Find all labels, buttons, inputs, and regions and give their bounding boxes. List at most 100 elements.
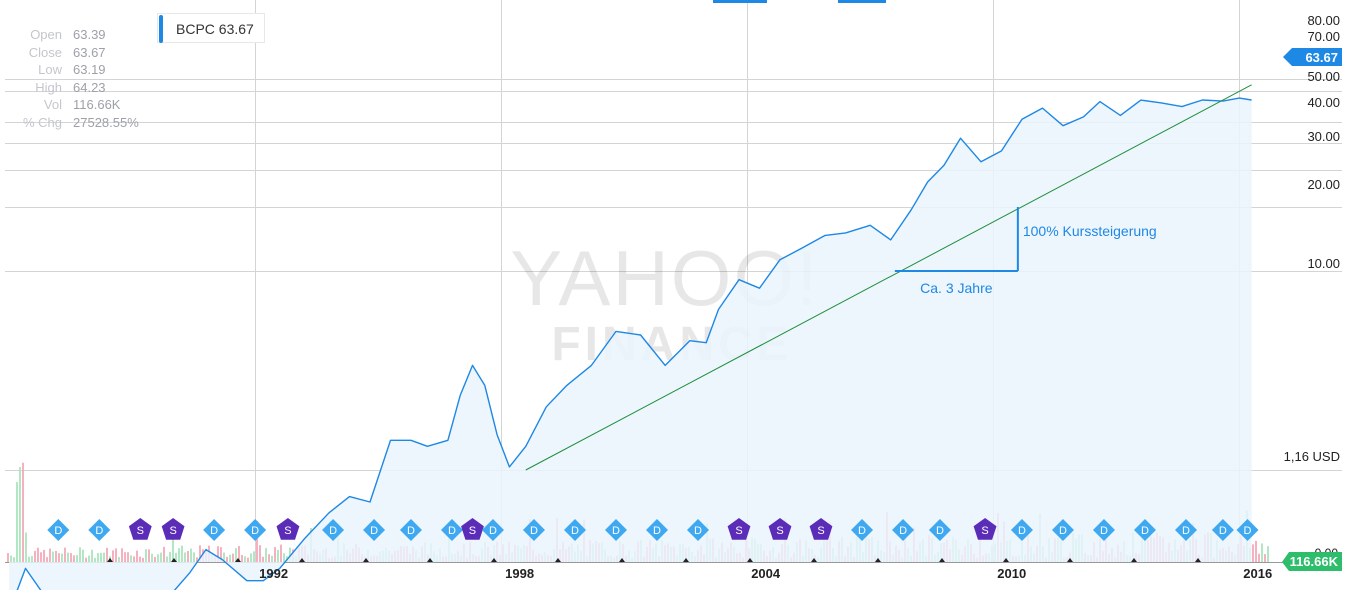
volume-bar [172, 527, 174, 562]
volume-bar [61, 553, 63, 562]
volume-bar [19, 467, 21, 562]
split-marker[interactable]: S [809, 518, 833, 540]
volume-bar [274, 547, 276, 562]
event-marker-letter: D [936, 525, 944, 537]
dividend-marker[interactable]: D [363, 519, 386, 541]
event-marker-letter: S [735, 525, 742, 537]
annotation-label: 100% Kurssteigerung [1023, 223, 1157, 239]
dividend-marker[interactable]: D [646, 519, 669, 541]
dividend-marker[interactable]: D [563, 519, 586, 541]
split-marker-shape [128, 518, 152, 540]
dividend-marker[interactable]: D [244, 519, 267, 541]
split-marker[interactable]: S [973, 518, 997, 540]
event-marker-letter: D [612, 525, 620, 537]
volume-bar [217, 546, 219, 562]
volume-bar [70, 553, 72, 562]
ohlc-value: 63.67 [73, 44, 106, 60]
volume-bar [223, 552, 225, 562]
volume-bar [52, 551, 54, 562]
dividend-marker-shape [604, 519, 627, 541]
axis-tick-marker [299, 558, 305, 562]
dividend-marker[interactable]: D [928, 519, 951, 541]
dividend-marker[interactable]: D [522, 519, 545, 541]
dividend-marker[interactable]: D [604, 519, 627, 541]
split-marker[interactable]: S [276, 518, 300, 540]
dividend-marker[interactable]: D [1211, 519, 1234, 541]
event-marker-letter: S [137, 525, 144, 537]
split-marker[interactable]: S [768, 518, 792, 540]
event-marker-letter: D [489, 525, 497, 537]
dividend-marker[interactable]: D [440, 519, 463, 541]
dividend-marker[interactable]: D [892, 519, 915, 541]
event-marker-letter: S [817, 525, 824, 537]
dividend-marker[interactable]: D [1010, 519, 1033, 541]
ohlc-pct-change: % Chg 27528.55% [10, 114, 139, 132]
range-tab-indicator[interactable] [838, 0, 886, 3]
current-volume-badge[interactable]: 116.66K [1282, 552, 1342, 571]
event-marker-letter: S [284, 525, 291, 537]
dividend-marker[interactable]: D [687, 519, 710, 541]
volume-bar [1255, 540, 1257, 562]
x-tick-label: 1998 [505, 566, 534, 581]
dividend-marker[interactable]: D [203, 519, 226, 541]
dividend-marker[interactable]: D [1133, 519, 1156, 541]
event-marker-letter: S [469, 525, 476, 537]
ohlc-label: Low [38, 62, 62, 78]
volume-bar [7, 553, 9, 562]
split-marker-shape [768, 518, 792, 540]
split-marker[interactable]: S [461, 518, 484, 540]
dividend-marker[interactable]: D [1236, 519, 1259, 541]
volume-bar [13, 557, 15, 562]
split-marker[interactable]: S [161, 518, 185, 540]
dividend-marker-shape [244, 519, 267, 541]
current-price-badge[interactable]: 63.67 [1283, 48, 1342, 66]
axis-tick-marker [107, 558, 113, 562]
range-tab-indicator[interactable] [713, 0, 767, 3]
dividend-marker-shape [646, 519, 669, 541]
dividend-marker[interactable]: D [1092, 519, 1115, 541]
dividend-marker[interactable]: D [47, 519, 70, 541]
dividend-marker-shape [203, 519, 226, 541]
volume-bar [16, 482, 18, 562]
dividend-marker-shape [47, 519, 70, 541]
split-marker[interactable]: S [128, 518, 152, 540]
dividend-marker[interactable]: D [1051, 519, 1074, 541]
volume-bar [187, 551, 189, 562]
volume-bar [145, 549, 147, 562]
dividend-marker[interactable]: D [88, 519, 111, 541]
volume-bar [55, 551, 57, 562]
volume-bar [190, 548, 192, 562]
y-tick-label: 30.00 [1307, 129, 1340, 144]
split-marker[interactable]: S [727, 518, 751, 540]
dividend-marker-shape [481, 519, 504, 541]
volume-bar [271, 555, 273, 562]
volume-bar [169, 551, 171, 562]
axis-tick-marker [1195, 558, 1201, 562]
series-legend[interactable]: BCPC 63.67 [157, 13, 265, 43]
dividend-marker[interactable]: D [322, 519, 345, 541]
ohlc-vol: Vol 116.66K [10, 96, 139, 114]
volume-bar [247, 557, 249, 562]
dividend-marker[interactable]: D [399, 519, 422, 541]
ohlc-value: 116.66K [73, 97, 121, 113]
dividend-marker[interactable]: D [1174, 519, 1197, 541]
split-marker-shape [973, 518, 997, 540]
volume-bar [97, 553, 99, 562]
dividend-marker[interactable]: D [851, 519, 874, 541]
dividend-marker[interactable]: D [481, 519, 504, 541]
event-marker-letter: D [370, 525, 378, 537]
volume-bar [10, 555, 12, 562]
volume-bar [64, 547, 66, 562]
price-badge-value: 63.67 [1305, 50, 1338, 65]
volume-bar [235, 548, 237, 562]
axis-tick-marker [875, 558, 881, 562]
volume-bar [199, 545, 201, 562]
volume-bar [259, 545, 261, 562]
y-tick-label: 40.00 [1307, 95, 1340, 110]
volume-bar [289, 547, 291, 562]
dividend-marker-shape [1211, 519, 1234, 541]
volume-bar [43, 549, 45, 562]
dividend-marker-shape [928, 519, 951, 541]
